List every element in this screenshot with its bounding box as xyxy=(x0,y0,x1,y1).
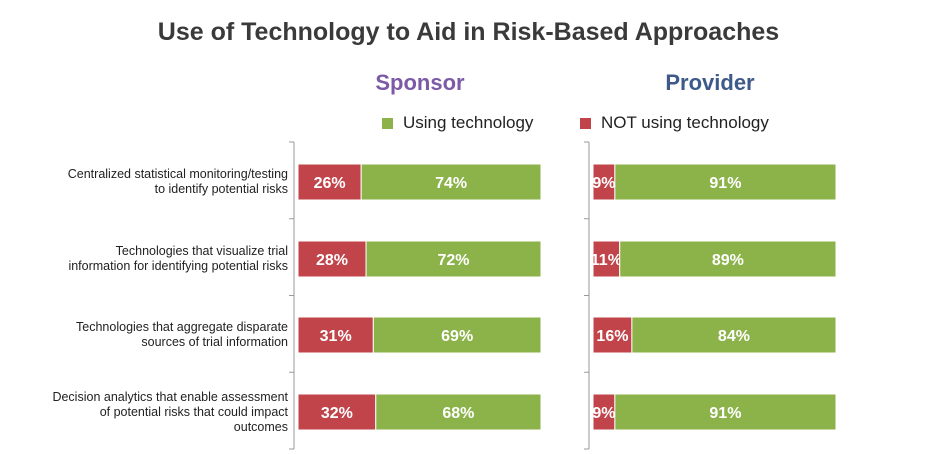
chart-title: Use of Technology to Aid in Risk-Based A… xyxy=(157,18,780,46)
provider-bar-not-using xyxy=(592,316,633,354)
provider-bar-using xyxy=(614,163,837,201)
sponsor-bar-not-using xyxy=(297,163,362,201)
provider-bar-using xyxy=(619,240,837,278)
category-label: Technologies that visualize trial informa… xyxy=(10,244,288,274)
bar-value-label: 74% xyxy=(435,175,467,192)
category-label-line: Decision analytics that enable assessmen… xyxy=(52,389,288,404)
sponsor-bar-using xyxy=(372,316,542,354)
sponsor-bar-using xyxy=(360,163,542,201)
bar-value-label: 16% xyxy=(596,328,628,345)
category-label-line: sources of trial information xyxy=(141,335,288,349)
bar-value-label: 9% xyxy=(592,175,615,192)
legend-swatch-not-using xyxy=(580,117,591,129)
bar-value-label: 11% xyxy=(591,252,622,269)
bar-value-label: 28% xyxy=(316,252,348,269)
bar-value-label: 32% xyxy=(321,405,353,422)
category-label-line: Technologies that aggregate disparate xyxy=(76,320,288,334)
legend-item-not-using: NOT using technology xyxy=(580,113,769,133)
category-label: Technologies that aggregate disparate sou… xyxy=(10,320,288,350)
sponsor-bar-using xyxy=(365,240,542,278)
legend-swatch-using xyxy=(382,117,393,129)
sponsor-panel-title: Sponsor xyxy=(375,70,465,95)
bar-value-label: 26% xyxy=(314,175,346,192)
bar-value-label: 31% xyxy=(320,328,352,345)
legend-label-using: Using technology xyxy=(403,113,534,132)
bar-value-label: 89% xyxy=(712,252,744,269)
bar-value-label: 91% xyxy=(709,405,741,422)
sponsor-bar-not-using xyxy=(297,393,377,431)
bar-value-label: 91% xyxy=(709,175,741,192)
category-label-line: outcomes xyxy=(233,419,288,434)
provider-bar-using xyxy=(631,316,837,354)
provider-panel-title: Provider xyxy=(665,70,755,95)
bar-value-label: 9% xyxy=(592,405,615,422)
legend-item-using: Using technology xyxy=(382,113,533,133)
sponsor-bar-using xyxy=(375,393,542,431)
sponsor-bar-not-using xyxy=(297,316,374,354)
category-label-line: Centralized statistical monitoring/testi… xyxy=(67,167,288,181)
legend-label-not-using: NOT using technology xyxy=(601,113,769,132)
category-label-line: Technologies that visualize trial xyxy=(115,244,288,258)
sponsor-bar-not-using xyxy=(297,240,367,278)
category-label-line: information for identifying potential ri… xyxy=(68,259,288,273)
provider-bar-not-using xyxy=(592,240,621,278)
provider-bar-using xyxy=(614,393,837,431)
bar-value-label: 69% xyxy=(441,328,473,345)
category-label: Centralized statistical monitoring/testi… xyxy=(10,167,288,197)
category-label: Decision analytics that enable assessmen… xyxy=(10,390,288,435)
bar-value-label: 68% xyxy=(442,405,474,422)
bar-value-label: 72% xyxy=(438,252,470,269)
bar-value-label: 84% xyxy=(718,328,750,345)
category-label-line: to identify potential risks xyxy=(154,182,288,196)
category-label-line: of potential risks that could impact xyxy=(99,404,288,419)
